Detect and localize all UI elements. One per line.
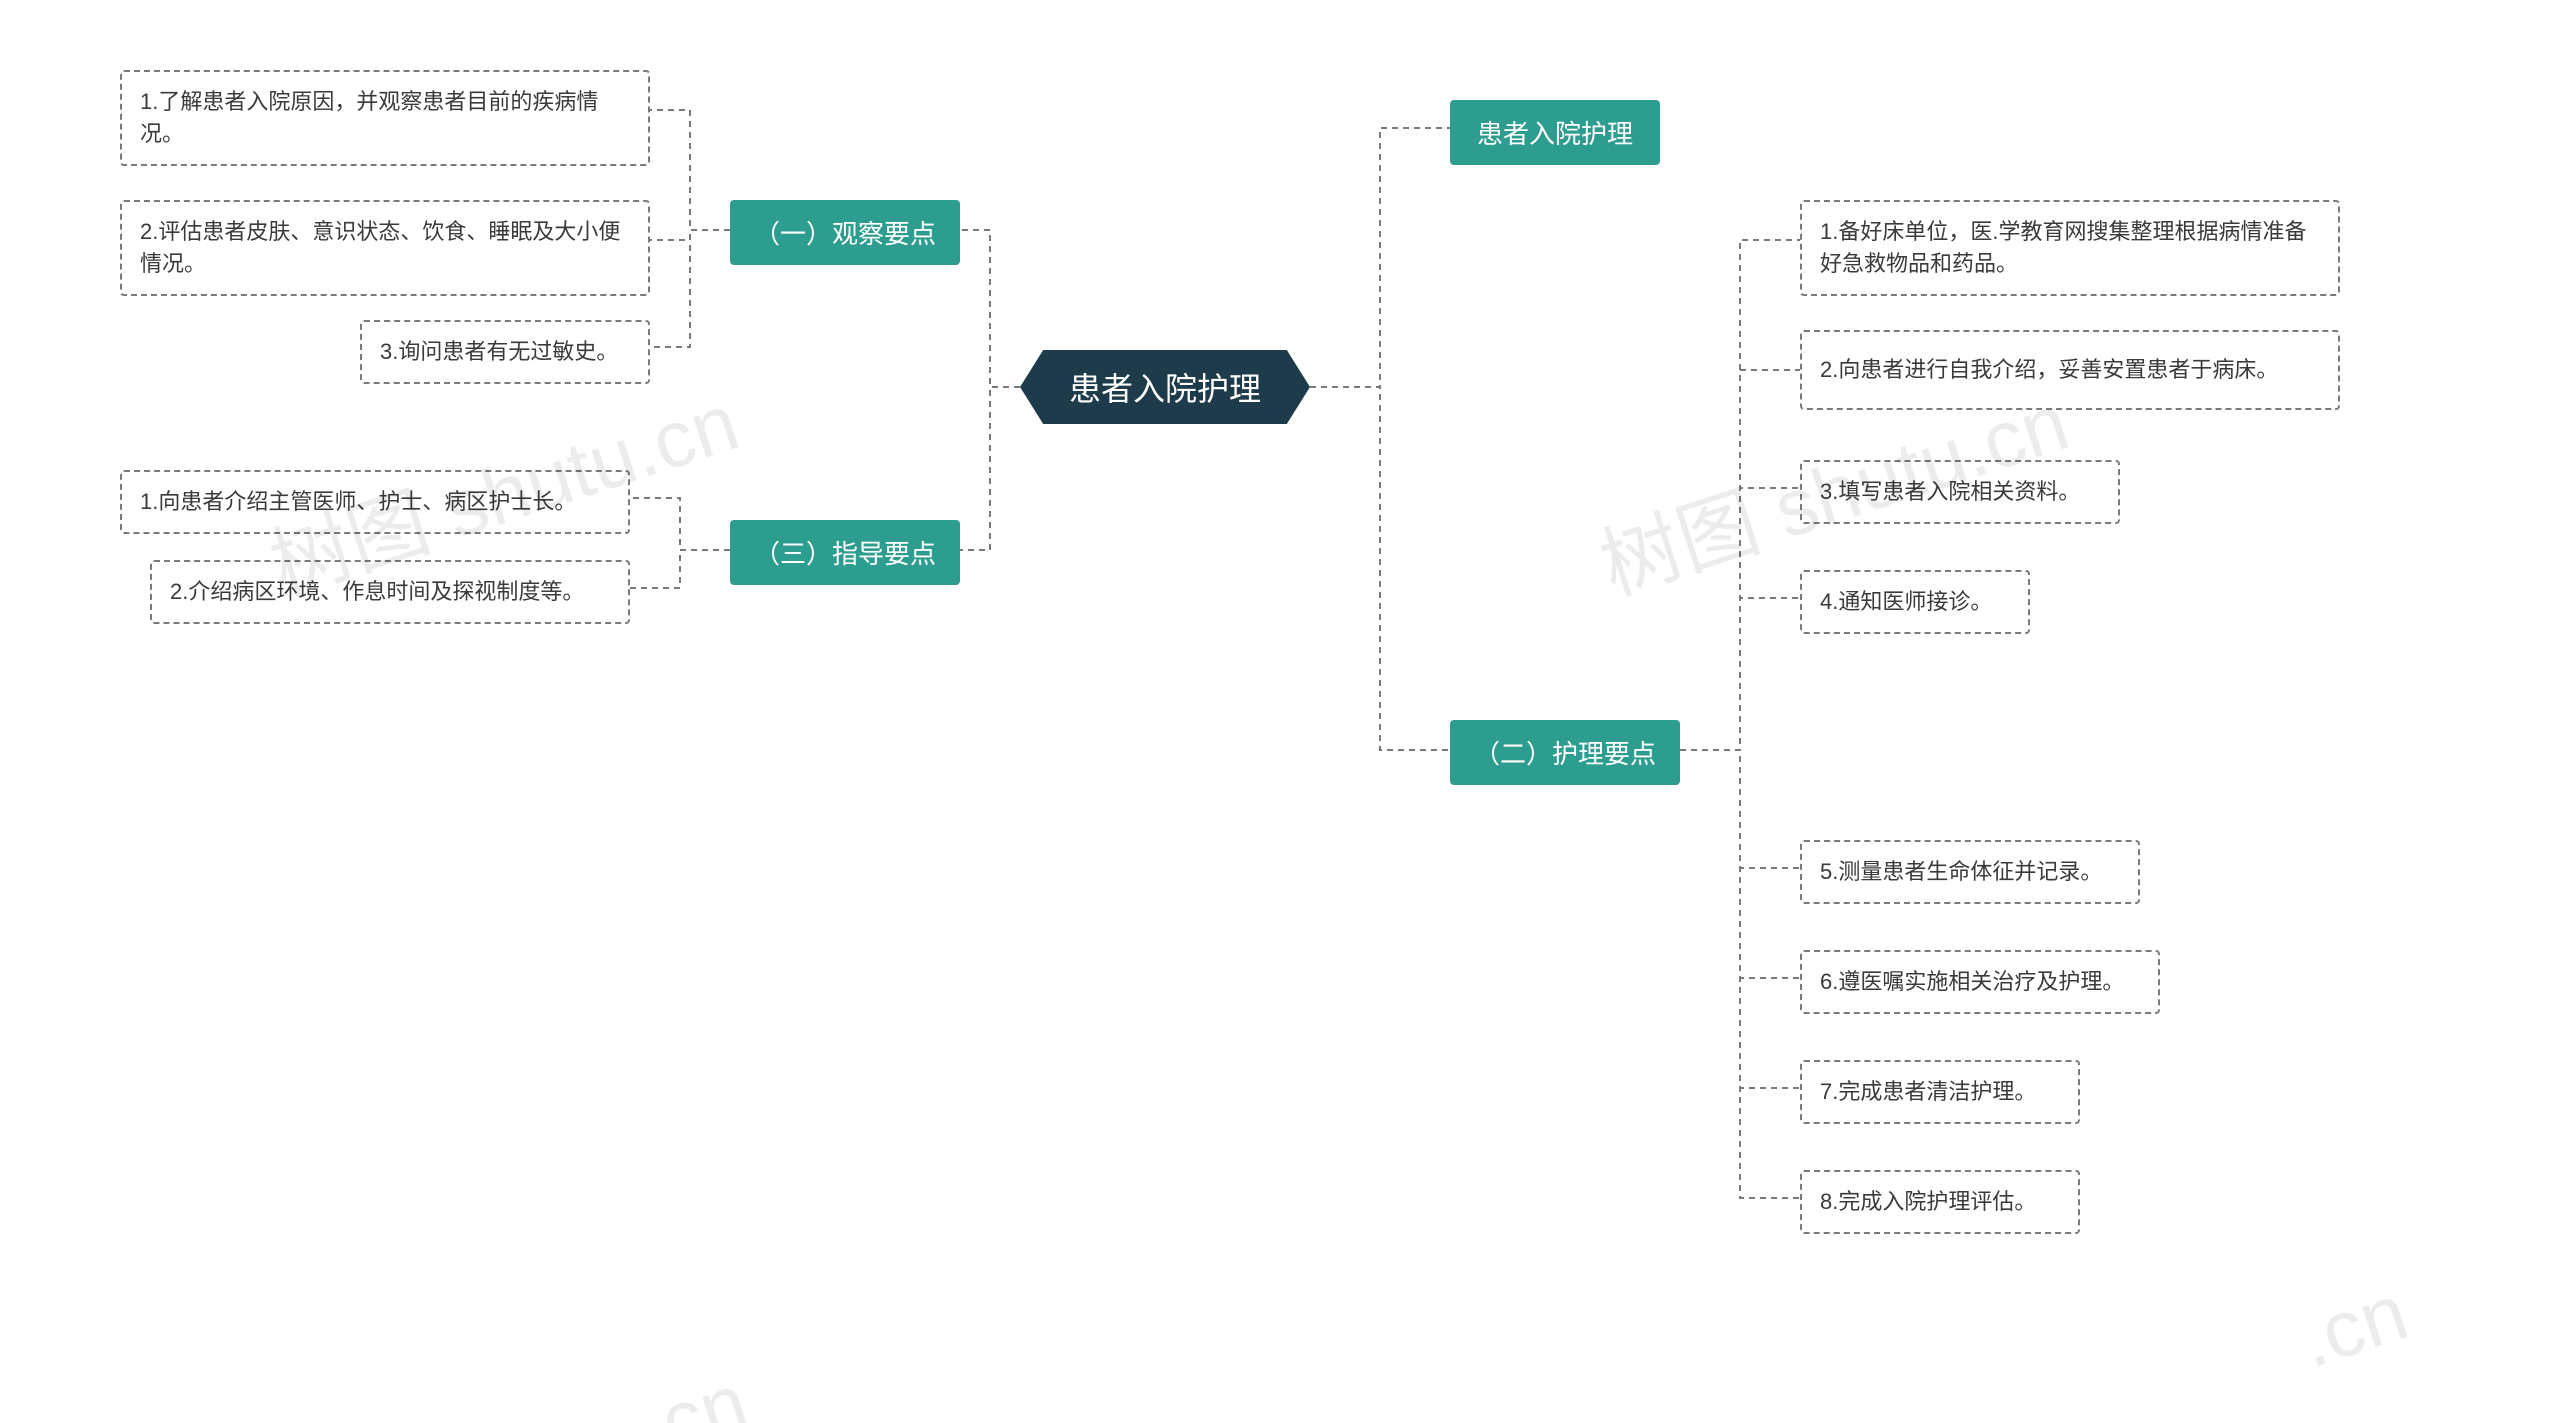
- left-observe-leaf-label-1: 2.评估患者皮肤、意识状态、饮食、睡眠及大小便情况。: [140, 216, 630, 280]
- watermark-3: .cn: [628, 1356, 758, 1423]
- right-nursing-leaf-3: 4.通知医师接诊。: [1800, 570, 2030, 634]
- left-observe-leaf-1: 2.评估患者皮肤、意识状态、饮食、睡眠及大小便情况。: [120, 200, 650, 296]
- watermark-2: .cn: [2288, 1266, 2418, 1386]
- left-observe-leaf-0: 1.了解患者入院原因，并观察患者目前的疾病情况。: [120, 70, 650, 166]
- right-nursing-leaf-label-7: 8.完成入院护理评估。: [1820, 1186, 2036, 1218]
- right-nursing-leaf-5: 6.遵医嘱实施相关治疗及护理。: [1800, 950, 2160, 1014]
- right-nursing-leaf-0: 1.备好床单位，医.学教育网搜集整理根据病情准备好急救物品和药品。: [1800, 200, 2340, 296]
- right-nursing-leaf-1: 2.向患者进行自我介绍，妥善安置患者于病床。: [1800, 330, 2340, 410]
- right-nursing-leaf-2: 3.填写患者入院相关资料。: [1800, 460, 2120, 524]
- right-nursing-leaf-7: 8.完成入院护理评估。: [1800, 1170, 2080, 1234]
- left-branch-0: （一）观察要点: [730, 200, 960, 265]
- root-label: 患者入院护理: [1069, 364, 1261, 410]
- left-guide-leaf-label-0: 1.向患者介绍主管医师、护士、病区护士长。: [140, 486, 576, 518]
- left-branch-label-0: （一）观察要点: [754, 214, 936, 251]
- left-observe-leaf-2: 3.询问患者有无过敏史。: [360, 320, 650, 384]
- right-nursing-leaf-label-5: 6.遵医嘱实施相关治疗及护理。: [1820, 966, 2124, 998]
- right-nursing-leaf-label-3: 4.通知医师接诊。: [1820, 586, 1992, 618]
- left-guide-leaf-label-1: 2.介绍病区环境、作息时间及探视制度等。: [170, 576, 584, 608]
- right-nursing-leaf-label-2: 3.填写患者入院相关资料。: [1820, 476, 2080, 508]
- right-branch-label-0: 患者入院护理: [1477, 114, 1633, 151]
- left-branch-label-1: （三）指导要点: [754, 534, 936, 571]
- right-branch-0: 患者入院护理: [1450, 100, 1660, 165]
- right-branch-1: （二）护理要点: [1450, 720, 1680, 785]
- right-nursing-leaf-label-0: 1.备好床单位，医.学教育网搜集整理根据病情准备好急救物品和药品。: [1820, 216, 2320, 280]
- right-nursing-leaf-4: 5.测量患者生命体征并记录。: [1800, 840, 2140, 904]
- root-node: 患者入院护理: [1020, 350, 1310, 424]
- right-branch-label-1: （二）护理要点: [1474, 734, 1656, 771]
- right-nursing-leaf-label-4: 5.测量患者生命体征并记录。: [1820, 856, 2102, 888]
- left-observe-leaf-label-0: 1.了解患者入院原因，并观察患者目前的疾病情况。: [140, 86, 630, 150]
- right-nursing-leaf-6: 7.完成患者清洁护理。: [1800, 1060, 2080, 1124]
- left-guide-leaf-1: 2.介绍病区环境、作息时间及探视制度等。: [150, 560, 630, 624]
- left-observe-leaf-label-2: 3.询问患者有无过敏史。: [380, 336, 618, 368]
- left-guide-leaf-0: 1.向患者介绍主管医师、护士、病区护士长。: [120, 470, 630, 534]
- right-nursing-leaf-label-6: 7.完成患者清洁护理。: [1820, 1076, 2036, 1108]
- right-nursing-leaf-label-1: 2.向患者进行自我介绍，妥善安置患者于病床。: [1820, 354, 2278, 386]
- left-branch-1: （三）指导要点: [730, 520, 960, 585]
